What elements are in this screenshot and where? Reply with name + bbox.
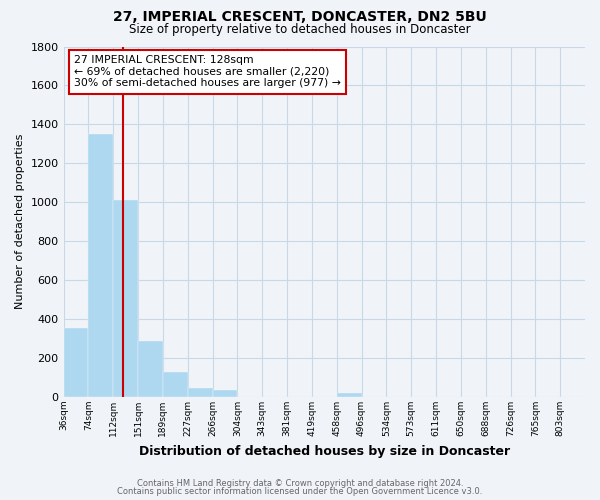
Text: Contains public sector information licensed under the Open Government Licence v3: Contains public sector information licen… <box>118 487 482 496</box>
Bar <box>64 328 88 397</box>
Bar <box>212 390 238 397</box>
Bar <box>337 393 362 397</box>
X-axis label: Distribution of detached houses by size in Doncaster: Distribution of detached houses by size … <box>139 444 510 458</box>
Bar <box>88 134 113 397</box>
Bar <box>163 372 188 397</box>
Bar <box>113 200 138 397</box>
Text: Contains HM Land Registry data © Crown copyright and database right 2024.: Contains HM Land Registry data © Crown c… <box>137 478 463 488</box>
Text: Size of property relative to detached houses in Doncaster: Size of property relative to detached ho… <box>129 22 471 36</box>
Bar <box>188 388 212 397</box>
Text: 27 IMPERIAL CRESCENT: 128sqm
← 69% of detached houses are smaller (2,220)
30% of: 27 IMPERIAL CRESCENT: 128sqm ← 69% of de… <box>74 56 341 88</box>
Bar <box>138 340 163 397</box>
Y-axis label: Number of detached properties: Number of detached properties <box>15 134 25 310</box>
Text: 27, IMPERIAL CRESCENT, DONCASTER, DN2 5BU: 27, IMPERIAL CRESCENT, DONCASTER, DN2 5B… <box>113 10 487 24</box>
